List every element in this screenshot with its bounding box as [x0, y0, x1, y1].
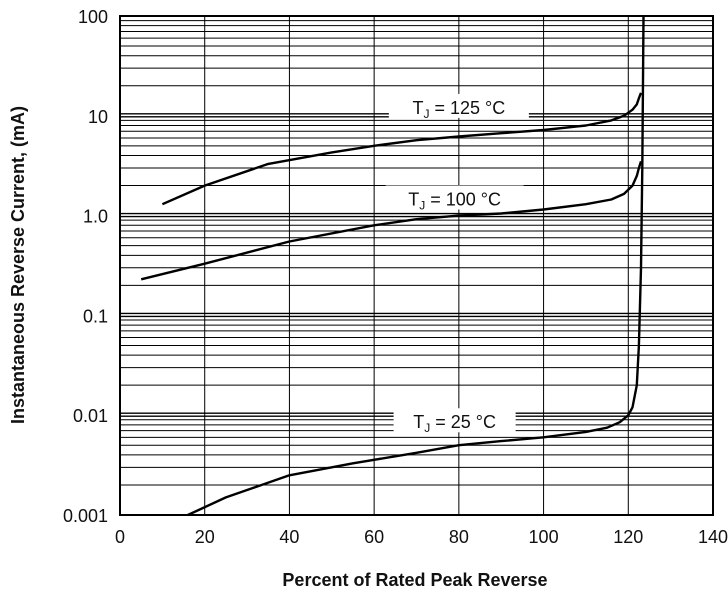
plot-border	[119, 15, 714, 516]
series-label-background	[385, 185, 524, 210]
x-tick-label: 140	[698, 527, 728, 547]
x-axis-title: Percent of Rated Peak Reverse	[282, 570, 547, 589]
y-axis-title: Instantaneous Reverse Current, (mA)	[8, 106, 28, 424]
series-group	[140, 15, 645, 517]
x-tick-label: 40	[279, 527, 299, 547]
series-line-1	[161, 92, 643, 206]
x-tick-label: 100	[529, 527, 559, 547]
y-tick-label: 1.0	[83, 207, 108, 227]
y-tick-label: 100	[78, 7, 108, 27]
series-line-2	[140, 160, 643, 281]
tick-labels: 0 20 40 60 80 100 120 140 0.001 0.01 0.1 1.0 10 100	[63, 7, 728, 547]
series-label-background	[388, 93, 529, 118]
y-tick-label: 10	[88, 107, 108, 127]
x-tick-label: 120	[613, 527, 643, 547]
y-tick-label: 0.001	[63, 506, 108, 526]
series-line-3	[187, 15, 645, 517]
y-tick-label: 0.01	[73, 406, 108, 426]
series-label-background	[393, 408, 516, 433]
series-label-2: TJ = 100 °C	[408, 189, 501, 212]
series-label-1: TJ = 125 °C	[412, 98, 505, 121]
series-label-3: TJ = 25 °C	[413, 412, 496, 435]
x-tick-label: 60	[364, 527, 384, 547]
series-labels: TJ = 125 °C TJ = 100 °C TJ = 25 °C	[385, 93, 529, 435]
x-tick-label: 20	[195, 527, 215, 547]
x-tick-label: 80	[449, 527, 469, 547]
y-tick-label: 0.1	[83, 306, 108, 326]
plot-frame	[119, 15, 714, 516]
x-tick-label: 0	[115, 527, 125, 547]
